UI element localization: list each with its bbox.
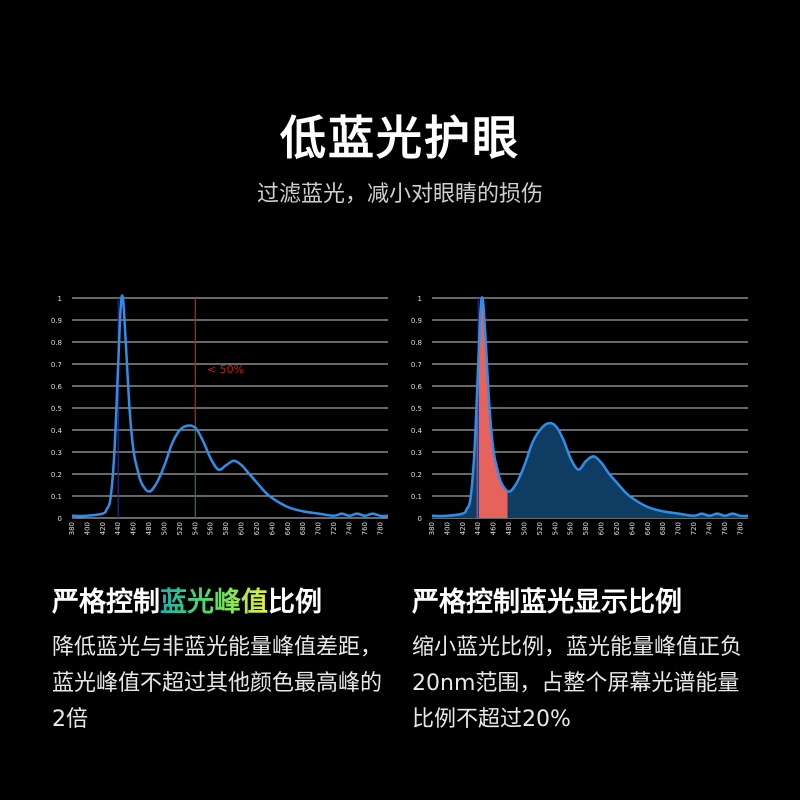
x-tick-label: 560: [567, 522, 575, 535]
y-tick-label: 0.8: [411, 339, 422, 347]
left-description: 降低蓝光与非蓝光能量峰值差距，蓝光峰值不超过其他颜色最高峰的2倍: [52, 635, 383, 732]
y-tick-label: 0.7: [51, 361, 62, 369]
x-tick-label: 780: [736, 522, 744, 535]
x-tick-label: 520: [176, 522, 184, 535]
chart-blue-energy-ratio: 0 0.1 0.2 0.3 0.4 0.5 0.6 0.7 0.8 0.9 1 380 400 420 44…: [410, 290, 750, 545]
y-tick-label: 0.4: [411, 427, 423, 435]
x-tick-label: 660: [284, 522, 292, 535]
y-tick-label: 0.6: [51, 383, 63, 391]
x-tick-label: 480: [505, 522, 513, 535]
x-tick-label: 720: [690, 522, 698, 535]
y-tick-label: 0.3: [411, 449, 422, 457]
y-tick-label: 0.6: [411, 383, 423, 391]
x-tick-label: 440: [474, 522, 482, 535]
x-tick-label: 700: [315, 522, 323, 535]
x-tick-label: 640: [268, 522, 276, 535]
y-tick-label: 0.1: [51, 493, 62, 501]
x-tick-label: 740: [705, 522, 713, 535]
x-tick-label: 560: [207, 522, 215, 535]
x-tick-label: 540: [551, 522, 559, 535]
x-tick-label: 760: [721, 522, 729, 535]
x-tick-label: 440: [114, 522, 122, 535]
x-tick-label: 400: [443, 522, 451, 535]
spectrum-curve: [431, 296, 749, 518]
x-tick-label: 680: [299, 522, 307, 535]
x-tick-label: 700: [675, 522, 683, 535]
x-tick-label: 740: [345, 522, 353, 535]
x-tick-label: 500: [520, 522, 528, 535]
y-tick-label: 0.8: [51, 339, 62, 347]
x-tick-label: 540: [191, 522, 199, 535]
y-tick-label: 0.5: [411, 405, 422, 413]
x-tick-label: 500: [160, 522, 168, 535]
x-tick-label: 580: [222, 522, 230, 535]
x-tick-label: 580: [582, 522, 590, 535]
x-tick-label: 420: [459, 522, 467, 535]
y-tick-label: 0.9: [51, 317, 62, 325]
x-tick-label: 760: [361, 522, 369, 535]
x-tick-label: 520: [536, 522, 544, 535]
x-tick-label: 720: [330, 522, 338, 535]
left-heading-highlight: 蓝光峰值: [160, 587, 268, 618]
chart-blue-peak-ratio: 0 0.1 0.2 0.3 0.4 0.5 0.6 0.7 0.8 0.9 1 380 400 420 44…: [50, 290, 390, 545]
left-heading-part1: 严格控制: [52, 587, 160, 618]
x-tick-label: 640: [628, 522, 636, 535]
y-tick-label: 0.9: [411, 317, 422, 325]
right-heading: 严格控制蓝光显示比例: [412, 587, 682, 618]
x-tick-label: 620: [613, 522, 621, 535]
x-tick-label: 460: [490, 522, 498, 535]
x-tick-label: 480: [145, 522, 153, 535]
chart-svg: 0 0.1 0.2 0.3 0.4 0.5 0.6 0.7 0.8 0.9 1 380 400 420 44…: [51, 294, 389, 535]
page-subtitle: 过滤蓝光，减小对眼睛的损伤: [256, 182, 543, 207]
x-tick-label: 680: [659, 522, 667, 535]
y-tick-label: 0.2: [411, 471, 422, 479]
x-tick-label: 380: [428, 522, 436, 535]
page-title: 低蓝光护眼: [280, 111, 520, 165]
x-tick-label: 780: [376, 522, 384, 535]
x-tick-label: 600: [598, 522, 606, 535]
x-tick-label: 660: [644, 522, 652, 535]
x-tick-label: 620: [253, 522, 261, 535]
chart-svg: 0 0.1 0.2 0.3 0.4 0.5 0.6 0.7 0.8 0.9 1 380 400 420 44…: [411, 295, 749, 535]
y-tick-label: 0.1: [411, 493, 422, 501]
y-tick-label: 0.3: [51, 449, 62, 457]
y-tick-label: 0.5: [51, 405, 62, 413]
right-description: 缩小蓝光比例，蓝光能量峰值正负20nm范围，占整个屏幕光谱能量比例不超过20%: [412, 635, 743, 732]
y-tick-label: 1: [418, 295, 422, 303]
x-tick-label: 420: [99, 522, 107, 535]
y-tick-label: 0.2: [51, 471, 62, 479]
y-tick-label: 1: [58, 295, 62, 303]
x-tick-label: 600: [238, 522, 246, 535]
annotation-label: < 50%: [207, 363, 244, 376]
x-tick-label: 460: [130, 522, 138, 535]
spectrum-area: [432, 297, 748, 518]
spectrum-curve: [71, 294, 389, 518]
y-tick-label: 0.7: [411, 361, 422, 369]
blue-light-band-area: [476, 297, 508, 518]
y-tick-label: 0.4: [51, 427, 63, 435]
x-tick-label: 400: [83, 522, 91, 535]
left-heading: 严格控制蓝光峰值比例: [52, 580, 322, 619]
left-heading-part3: 比例: [268, 587, 322, 618]
x-tick-label: 380: [68, 522, 76, 535]
y-tick-label: 0: [418, 515, 422, 523]
y-tick-label: 0: [58, 515, 62, 523]
